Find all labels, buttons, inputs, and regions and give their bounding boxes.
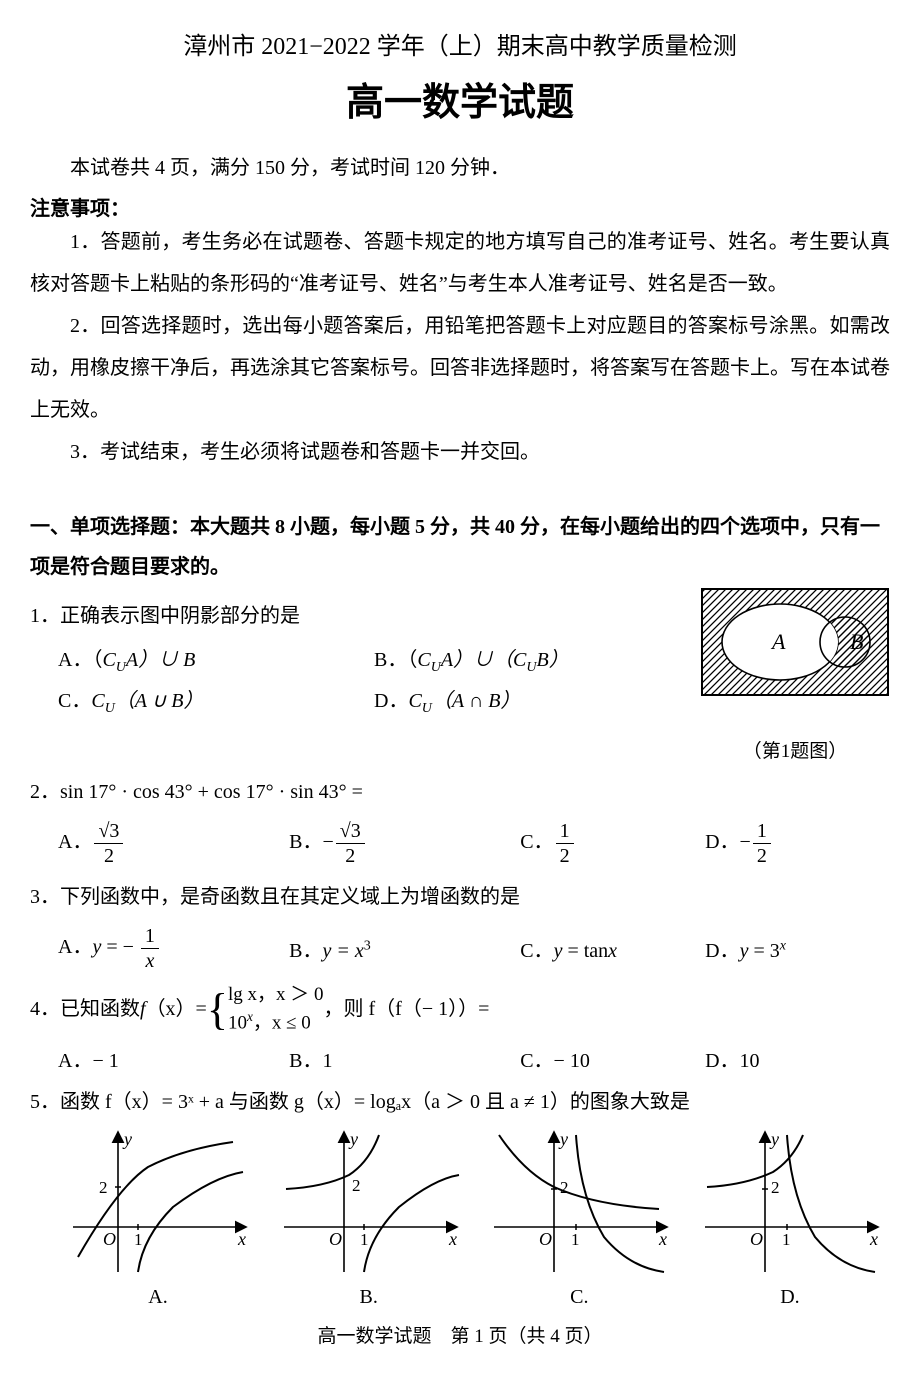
venn-diagram-icon: A B bbox=[700, 587, 890, 697]
header-line: 漳州市 2021−2022 学年（上）期末高中教学质量检测 bbox=[30, 26, 890, 61]
q5-graphs: y x O 2 1 A. y x O 2 1 bbox=[58, 1127, 890, 1309]
svg-text:2: 2 bbox=[99, 1178, 108, 1197]
svg-text:x: x bbox=[448, 1229, 457, 1249]
q2-option-a: A．√32 bbox=[58, 819, 289, 868]
q1-figure: A B （第1题图） bbox=[700, 587, 890, 763]
graph-b-icon: y x O 2 1 bbox=[274, 1127, 464, 1277]
q4-option-b: B．1 bbox=[289, 1044, 520, 1073]
graph-a-icon: y x O 2 1 bbox=[63, 1127, 253, 1277]
q2-option-d: D．−12 bbox=[705, 819, 890, 868]
q3-option-c: C．y = tanx bbox=[520, 934, 705, 963]
svg-text:y: y bbox=[558, 1129, 568, 1149]
q4-option-d: D．10 bbox=[705, 1044, 890, 1073]
main-title: 高一数学试题 bbox=[30, 71, 890, 126]
q5-stem: 5．函数 f（x）= 3ˣ + a 与函数 g（x）= logₐx（a ＞ 0 … bbox=[30, 1083, 890, 1121]
svg-text:x: x bbox=[658, 1229, 667, 1249]
svg-text:O: O bbox=[539, 1229, 552, 1249]
page-footer: 高一数学试题 第 1 页（共 4 页） bbox=[30, 1321, 890, 1348]
q1-row: 1．正确表示图中阴影部分的是 A．（CUA）∪ B B．（CUA）∪（CUB） … bbox=[30, 587, 890, 763]
graph-d-icon: y x O 2 1 bbox=[695, 1127, 885, 1277]
q1-option-c: C．CU（A ∪ B） bbox=[58, 684, 374, 717]
notice-2: 2．回答选择题时，选出每小题答案后，用铅笔把答题卡上对应题目的答案标号涂黑。如需… bbox=[30, 305, 890, 431]
svg-text:y: y bbox=[348, 1129, 358, 1149]
exam-page: 漳州市 2021−2022 学年（上）期末高中教学质量检测 高一数学试题 本试卷… bbox=[0, 0, 920, 1358]
svg-text:1: 1 bbox=[134, 1230, 143, 1249]
q4-option-c: C．− 10 bbox=[520, 1044, 705, 1073]
q1-figure-caption: （第1题图） bbox=[700, 736, 890, 763]
svg-text:2: 2 bbox=[560, 1178, 569, 1197]
q5-graph-b: y x O 2 1 B. bbox=[269, 1127, 469, 1309]
notice-heading: 注意事项： bbox=[30, 192, 890, 221]
svg-text:O: O bbox=[103, 1229, 116, 1249]
q1-option-a: A．（CUA）∪ B bbox=[58, 643, 374, 676]
q5-graph-c: y x O 2 1 C. bbox=[479, 1127, 679, 1309]
svg-text:1: 1 bbox=[360, 1230, 369, 1249]
q5-graph-a: y x O 2 1 A. bbox=[58, 1127, 258, 1309]
notice-3: 3．考试结束，考生必须将试题卷和答题卡一并交回。 bbox=[30, 431, 890, 473]
q4-stem: 4．已知函数 f （x）= { lg x，x ＞ 0 10x，x ≤ 0 ，则 … bbox=[30, 983, 890, 1036]
svg-text:A: A bbox=[770, 629, 786, 654]
q3-option-d: D．y = 3x bbox=[705, 934, 890, 963]
q1-stem: 1．正确表示图中阴影部分的是 bbox=[30, 597, 690, 635]
svg-text:2: 2 bbox=[771, 1178, 780, 1197]
svg-text:B: B bbox=[850, 629, 863, 654]
q2-option-b: B．−√32 bbox=[289, 819, 520, 868]
graph-c-icon: y x O 2 1 bbox=[484, 1127, 674, 1277]
svg-text:1: 1 bbox=[571, 1230, 580, 1249]
q1-option-b: B．（CUA）∪（CUB） bbox=[374, 643, 690, 676]
svg-text:1: 1 bbox=[782, 1230, 791, 1249]
svg-text:y: y bbox=[122, 1129, 132, 1149]
intro-line: 本试卷共 4 页，满分 150 分，考试时间 120 分钟． bbox=[30, 148, 890, 188]
svg-text:x: x bbox=[237, 1229, 246, 1249]
q3-option-a: A．y = − 1x bbox=[58, 924, 289, 973]
section-1-heading: 一、单项选择题：本大题共 8 小题，每小题 5 分，共 40 分，在每小题给出的… bbox=[30, 507, 890, 587]
q2-stem: 2．sin 17° · cos 43° + cos 17° · sin 43° … bbox=[30, 773, 890, 811]
q5-graph-d: y x O 2 1 D. bbox=[690, 1127, 890, 1309]
svg-text:x: x bbox=[869, 1229, 878, 1249]
svg-text:y: y bbox=[769, 1129, 779, 1149]
notice-1: 1．答题前，考生务必在试题卷、答题卡规定的地方填写自己的准考证号、姓名。考生要认… bbox=[30, 221, 890, 305]
svg-text:O: O bbox=[750, 1229, 763, 1249]
q2-option-c: C．12 bbox=[520, 819, 705, 868]
q1-option-d: D．CU（A ∩ B） bbox=[374, 684, 690, 717]
q4-option-a: A．− 1 bbox=[58, 1044, 289, 1073]
svg-text:2: 2 bbox=[352, 1176, 361, 1195]
q3-stem: 3．下列函数中，是奇函数且在其定义域上为增函数的是 bbox=[30, 878, 890, 916]
q3-option-b: B．y = x3 bbox=[289, 934, 520, 963]
svg-text:O: O bbox=[329, 1229, 342, 1249]
